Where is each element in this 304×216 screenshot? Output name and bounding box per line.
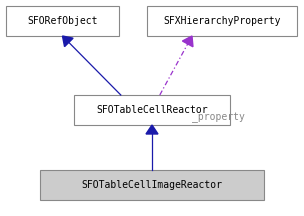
FancyBboxPatch shape: [6, 6, 119, 36]
Polygon shape: [182, 36, 193, 47]
Text: _property: _property: [192, 113, 245, 123]
Text: SFOTableCellImageReactor: SFOTableCellImageReactor: [81, 180, 223, 190]
Polygon shape: [63, 36, 73, 47]
Text: SFXHierarchyProperty: SFXHierarchyProperty: [163, 16, 281, 26]
FancyBboxPatch shape: [40, 170, 264, 200]
Text: SFOTableCellReactor: SFOTableCellReactor: [96, 105, 208, 115]
FancyBboxPatch shape: [74, 95, 230, 125]
FancyBboxPatch shape: [147, 6, 297, 36]
Polygon shape: [146, 125, 158, 134]
Text: SFORefObject: SFORefObject: [27, 16, 98, 26]
